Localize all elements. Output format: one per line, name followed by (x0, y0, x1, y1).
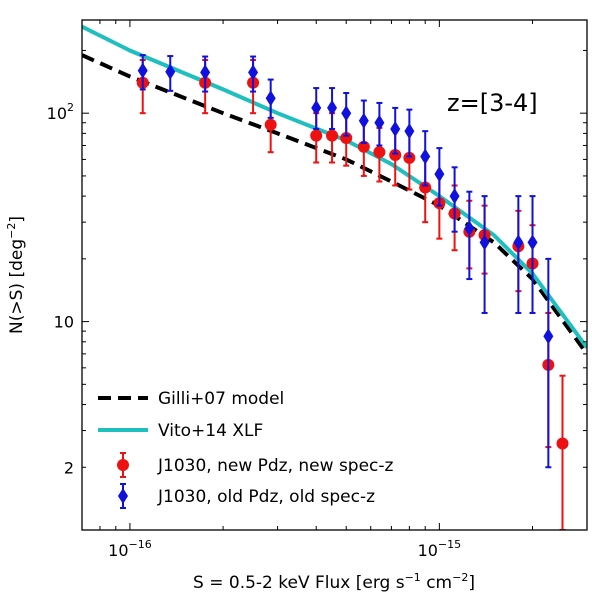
x-tick-label-exp: −16 (129, 538, 152, 551)
legend-old-pdz-swatch-marker (118, 488, 128, 504)
new-pdz-point (310, 129, 323, 142)
x-axis-title-sup2: −2 (452, 571, 468, 584)
new-pdz-point (326, 129, 339, 142)
legend-old-pdz-label: J1030, old Pdz, old spec-z (157, 487, 375, 507)
vito-xlf-line (82, 24, 587, 349)
legend-new-pdz-label: J1030, new Pdz, new spec-z (157, 456, 394, 476)
old-pdz-point (165, 63, 176, 80)
x-axis-title-end: ] (468, 573, 475, 593)
legend-new-pdz-swatch-marker (117, 459, 129, 471)
y-tick-label-base: 10 (47, 104, 67, 123)
old-pdz-point (311, 99, 322, 116)
legend-vito-label: Vito+14 XLF (158, 421, 263, 441)
old-pdz-point (265, 90, 276, 107)
new-pdz-point (264, 118, 277, 131)
old-pdz-point (464, 220, 475, 237)
x-axis-title-mid: cm (421, 573, 452, 593)
new-pdz-point (403, 151, 416, 164)
new-pdz-point (373, 146, 386, 159)
old-pdz-point (137, 62, 148, 79)
y-axis-title: N(>S) [deg−2] (5, 216, 27, 334)
y-tick-label: 102 (47, 101, 74, 123)
old-pdz-point (358, 112, 369, 129)
old-pdz-point (390, 120, 401, 137)
old-pdz-point (404, 123, 415, 140)
old-pdz-point (513, 234, 524, 251)
gilli-model-line (82, 53, 587, 356)
new-pdz-point (389, 149, 402, 162)
x-tick-label: 10−15 (418, 538, 462, 560)
x-tick-label: 10−16 (108, 538, 152, 560)
x-axis-title: S = 0.5-2 keV Flux [erg s−1 cm−2] (193, 571, 475, 593)
old-pdz-point (449, 188, 460, 205)
legend-gilli-label: Gilli+07 model (158, 389, 284, 409)
plot-area (82, 24, 587, 530)
old-pdz-point (248, 64, 259, 81)
old-pdz-point (434, 166, 445, 183)
x-axis-title-main: S = 0.5-2 keV Flux [erg s (193, 573, 405, 593)
x-tick-label-base: 10 (418, 541, 438, 560)
y-axis-title-sup: −2 (5, 223, 18, 239)
old-pdz-point (527, 234, 538, 251)
y-tick-label: 10 (54, 313, 74, 332)
y-tick-label-exp: 2 (67, 101, 74, 114)
y-axis-title-end: ] (7, 216, 27, 223)
old-pdz-point (479, 234, 490, 251)
old-pdz-point (341, 105, 352, 122)
x-tick-label-base: 10 (108, 541, 128, 560)
legend: Gilli+07 model Vito+14 XLF J1030, new Pdz,… (98, 389, 394, 509)
y-tick-label: 2 (64, 458, 74, 477)
axis-ticks (81, 20, 587, 531)
new-pdz-point (556, 437, 569, 450)
y-axis-title-main: N(>S) [deg (7, 239, 27, 334)
old-pdz-point (374, 114, 385, 131)
old-pdz-point (543, 328, 554, 345)
old-pdz-point (200, 64, 211, 81)
redshift-annotation: z=[3-4] (447, 89, 538, 117)
old-pdz-point (420, 148, 431, 165)
x-axis-title-sup1: −1 (405, 571, 421, 584)
plot-frame (81, 19, 588, 531)
x-tick-label-exp: −15 (438, 538, 461, 551)
old-pdz-point (327, 99, 338, 116)
